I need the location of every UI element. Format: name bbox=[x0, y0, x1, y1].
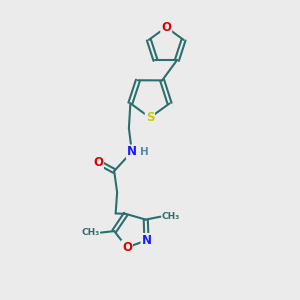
Text: S: S bbox=[146, 111, 154, 124]
Text: O: O bbox=[122, 241, 132, 254]
Text: CH₃: CH₃ bbox=[162, 212, 180, 221]
Text: O: O bbox=[161, 21, 171, 34]
Text: H: H bbox=[140, 147, 148, 157]
Text: N: N bbox=[142, 234, 152, 247]
Text: CH₃: CH₃ bbox=[81, 228, 100, 237]
Text: O: O bbox=[93, 156, 103, 169]
Text: N: N bbox=[127, 146, 137, 158]
